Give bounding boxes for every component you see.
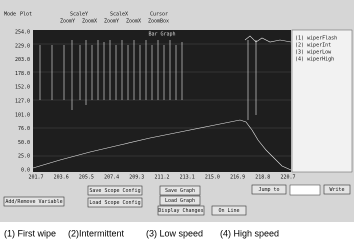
toolbar-item: Mode <box>4 12 16 18</box>
y-tick-label: 203.0 <box>15 57 30 63</box>
button-label: Load Graph <box>165 198 195 204</box>
toolbar-item: ScaleY <box>70 12 88 18</box>
x-tick-label: 218.8 <box>255 175 270 181</box>
button[interactable]: Jump to <box>251 184 287 195</box>
button[interactable]: Load Scope Config <box>87 197 143 208</box>
button-face <box>211 205 247 216</box>
button[interactable]: Save Scope Config <box>87 185 143 196</box>
button-face <box>157 205 205 216</box>
legend-entry: (2) wiperInt <box>295 43 331 49</box>
x-tick-label: 220.7 <box>280 175 295 181</box>
x-tick-label: 211.2 <box>154 175 169 181</box>
button-label: Write <box>329 187 344 193</box>
button-face <box>87 197 143 208</box>
jump-input[interactable] <box>289 184 321 196</box>
x-tick-label: 213.1 <box>180 175 195 181</box>
y-tick-label: 25.0 <box>18 154 30 160</box>
legend-entry: (1) wiperFlash <box>295 36 337 42</box>
caption: (4) High speed <box>220 228 279 238</box>
legend-entry: (4) wiperHigh <box>295 57 334 63</box>
toolbar-item: ScaleX <box>110 12 128 18</box>
x-tick-label: 201.7 <box>28 175 43 181</box>
x-tick-label: 207.4 <box>104 175 119 181</box>
y-tick-label: 178.0 <box>15 71 30 77</box>
toolbar-item: Plot <box>20 12 32 18</box>
button-label: Add/Remove Variable <box>5 199 62 205</box>
x-tick-label: 205.5 <box>79 175 94 181</box>
button[interactable]: Add/Remove Variable <box>3 196 65 207</box>
y-tick-label: 229.0 <box>15 43 30 49</box>
x-tick-label: 216.9 <box>230 175 245 181</box>
x-tick-label: 203.6 <box>54 175 69 181</box>
button-face <box>323 184 351 195</box>
button[interactable]: Save Graph <box>159 185 201 196</box>
y-tick-label: 101.0 <box>15 112 30 118</box>
button[interactable]: Load Graph <box>159 195 201 206</box>
toolbar-sub-item: ZoomBox <box>148 19 169 25</box>
plot-title: Bar Graph <box>148 32 175 38</box>
button-label: Save Scope Config <box>89 188 140 194</box>
button-face <box>159 195 201 206</box>
legend-entry: (3) wiperLow <box>295 50 332 56</box>
y-tick-label: 254.0 <box>15 30 30 36</box>
button-label: On Line <box>218 208 239 214</box>
button-label: Save Graph <box>165 188 195 194</box>
caption: (1) First wipe <box>4 228 56 238</box>
caption: (3) Low speed <box>146 228 203 238</box>
toolbar-sub-item: ZoomY <box>60 19 75 25</box>
y-tick-label: 50.0 <box>18 140 30 146</box>
y-tick-label: 76.0 <box>18 126 30 132</box>
y-tick-label: 152.0 <box>15 85 30 91</box>
button-label: Jump to <box>258 187 279 193</box>
y-tick-label: 0.0 <box>21 168 30 174</box>
button-label: Display Changes <box>158 208 203 214</box>
button-face <box>159 185 201 196</box>
button-face <box>87 185 143 196</box>
toolbar-item: Cursor <box>150 12 168 18</box>
toolbar-sub-item: ZoomX <box>82 19 97 25</box>
button-label: Load Scope Config <box>89 200 140 206</box>
x-tick-label: 215.0 <box>205 175 220 181</box>
traces <box>32 35 292 171</box>
x-tick-label: 209.3 <box>129 175 144 181</box>
caption: (2)Intermittent <box>68 228 125 238</box>
toolbar-sub-item: ZoomX <box>126 19 141 25</box>
button[interactable]: Display Changes <box>157 205 205 216</box>
y-tick-label: 127.0 <box>15 99 30 105</box>
button[interactable]: Write <box>323 184 351 195</box>
legend-panel <box>291 29 353 173</box>
button-face <box>251 184 287 195</box>
button[interactable]: On Line <box>211 205 247 216</box>
toolbar-sub-item: ZoomY <box>104 19 119 25</box>
button-face <box>3 196 65 207</box>
